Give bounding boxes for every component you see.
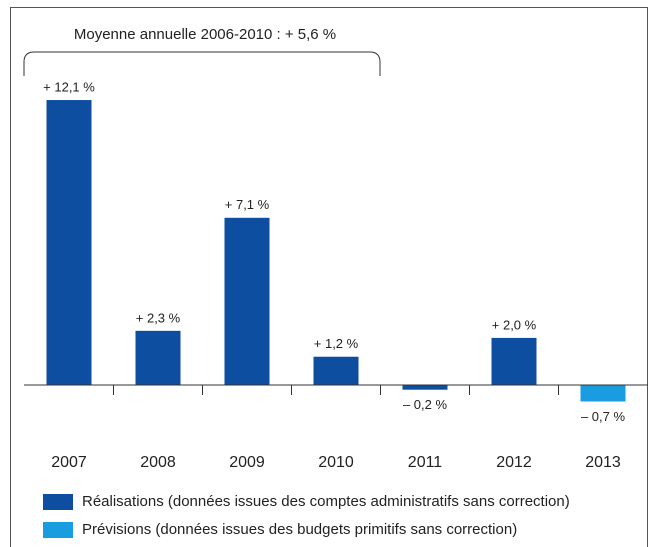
value-label: + 7,1 % xyxy=(225,197,270,212)
annotation: Moyenne annuelle 2006-2010 : + 5,6 % xyxy=(74,26,336,43)
value-label: – 0,2 % xyxy=(403,397,448,412)
bar xyxy=(46,100,92,386)
value-label: + 1,2 % xyxy=(314,336,359,351)
bar xyxy=(135,330,181,385)
x-tick-label: 2011 xyxy=(408,454,443,471)
x-tick-label: 2007 xyxy=(51,454,87,471)
legend-label: Prévisions (données issues des budgets p… xyxy=(82,521,517,538)
x-tick-label: 2012 xyxy=(496,454,532,471)
x-tick-label: 2008 xyxy=(140,454,176,471)
bar xyxy=(224,217,270,385)
value-label: + 12,1 % xyxy=(43,79,95,94)
bar xyxy=(491,337,537,385)
x-tick-label: 2010 xyxy=(318,454,354,471)
legend-label: Réalisations (données issues des comptes… xyxy=(82,493,570,510)
legend-swatch xyxy=(43,494,73,510)
bar xyxy=(580,385,626,402)
annotation-bracket xyxy=(23,51,381,76)
x-tick-label: 2013 xyxy=(585,454,621,471)
x-tick-label: 2009 xyxy=(229,454,265,471)
value-label: + 2,3 % xyxy=(136,310,181,325)
value-label: + 2,0 % xyxy=(492,317,537,332)
bar xyxy=(402,385,448,390)
legend-swatch xyxy=(43,522,73,538)
frame xyxy=(10,7,648,547)
value-label: – 0,7 % xyxy=(581,409,626,424)
bar xyxy=(313,356,359,385)
